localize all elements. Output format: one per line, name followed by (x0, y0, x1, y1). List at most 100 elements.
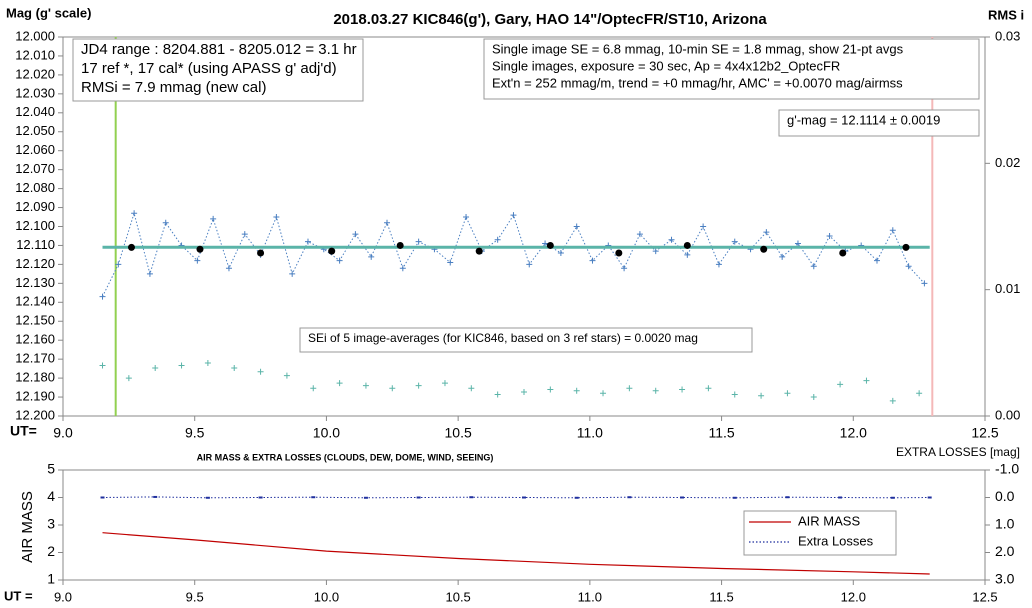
y2-axis-label: RMS i (988, 7, 1024, 22)
x-tick-label: 12.0 (841, 589, 866, 604)
data-point (794, 240, 801, 247)
data-point (589, 257, 596, 264)
data-point (362, 382, 369, 389)
data-point (573, 223, 580, 230)
legend-box (743, 510, 897, 556)
data-point (684, 251, 691, 258)
data-point (127, 243, 135, 251)
data-point (863, 377, 870, 384)
data-point (304, 238, 311, 245)
y-tick-label: 12.010 (15, 47, 55, 62)
legend-label: AIR MASS (798, 513, 860, 528)
data-point (510, 212, 517, 219)
x-tick-label: 10.0 (314, 589, 339, 604)
x-tick-label: 9.5 (185, 425, 205, 441)
y-tick-label: 1 (47, 571, 55, 587)
annotation-text: RMSi = 7.9 mmag (new cal) (81, 79, 266, 96)
y-tick-label: 12.130 (15, 275, 55, 290)
y2-axis-label: EXTRA LOSSES [mag] (896, 445, 1020, 459)
x-axis-label: UT= (10, 423, 37, 439)
data-point (839, 249, 847, 257)
data-point (328, 247, 336, 255)
data-point (873, 257, 880, 264)
data-point (463, 214, 470, 221)
y-tick-label: 12.180 (15, 370, 55, 385)
data-point (225, 265, 232, 272)
y-tick-label: 12.100 (15, 218, 55, 233)
y-tick-label: 12.160 (15, 332, 55, 347)
data-point (289, 270, 296, 277)
data-point (131, 210, 138, 217)
data-point (731, 391, 738, 398)
data-point (273, 214, 280, 221)
data-point (760, 245, 768, 253)
data-point (636, 231, 643, 238)
series-line (102, 496, 930, 499)
data-point (196, 245, 204, 253)
data-point (668, 236, 675, 243)
annotation-text: g'-mag = 12.1114 ± 0.0019 (787, 112, 940, 127)
data-point (547, 386, 554, 393)
data-point (494, 391, 501, 398)
annotation-box (299, 327, 753, 353)
y2-tick-label: 2.0 (995, 543, 1015, 559)
data-point (705, 385, 712, 392)
x-tick-label: 9.5 (186, 589, 204, 604)
data-point (837, 381, 844, 388)
y-tick-label: 3 (47, 516, 55, 532)
data-point (526, 261, 533, 268)
y-tick-label: 12.000 (15, 28, 55, 43)
y-tick-label: 12.140 (15, 294, 55, 309)
x-axis-label: UT = (4, 588, 33, 603)
x-tick-label: 12.0 (840, 425, 867, 441)
annotation-box (72, 38, 364, 102)
data-point (546, 241, 554, 249)
data-point (921, 280, 928, 287)
y2-tick-label: 3.0 (995, 571, 1015, 587)
data-point (889, 227, 896, 234)
y-axis-label: AIR MASS (19, 491, 36, 563)
y-tick-label: 12.190 (15, 388, 55, 403)
data-point (257, 249, 265, 257)
x-tick-label: 12.5 (972, 589, 997, 604)
y-tick-label: 12.080 (15, 180, 55, 195)
data-point (679, 386, 686, 393)
x-tick-label: 10.5 (445, 589, 470, 604)
data-point (210, 215, 217, 222)
data-point (468, 385, 475, 392)
data-point (352, 231, 359, 238)
legend-label: Extra Losses (798, 533, 874, 548)
x-tick-label: 9.0 (54, 589, 72, 604)
x-tick-label: 12.5 (971, 425, 998, 441)
annotation-text: JD4 range : 8204.881 - 8205.012 = 3.1 hr (81, 41, 357, 58)
data-point (615, 249, 623, 257)
y-tick-label: 12.040 (15, 104, 55, 119)
y2-tick-label: 0.02 (995, 155, 1020, 170)
data-point (652, 387, 659, 394)
annotation-text: Ext'n = 252 mmag/m, trend = +0 mmag/hr, … (492, 75, 903, 90)
x-tick-label: 11.0 (577, 425, 603, 441)
data-point (310, 385, 317, 392)
data-point (152, 364, 159, 371)
y-tick-label: 12.030 (15, 85, 55, 100)
data-point (758, 392, 765, 399)
data-point (916, 390, 923, 397)
chart-title: AIR MASS & EXTRA LOSSES (CLOUDS, DEW, DO… (197, 452, 494, 462)
data-point (600, 390, 607, 397)
x-tick-label: 11.0 (578, 589, 602, 604)
data-point (283, 372, 290, 379)
data-point (557, 250, 564, 257)
y-tick-label: 12.200 (15, 407, 55, 422)
y-tick-label: 4 (47, 488, 55, 504)
y-tick-label: 12.060 (15, 142, 55, 157)
data-point (447, 259, 454, 266)
y-tick-label: 12.120 (15, 256, 55, 271)
data-point (826, 232, 833, 239)
x-tick-label: 10.5 (445, 425, 472, 441)
data-point (204, 359, 211, 366)
data-point (621, 265, 628, 272)
data-point (700, 223, 707, 230)
data-point (626, 385, 633, 392)
data-point (336, 380, 343, 387)
data-point (652, 248, 659, 255)
